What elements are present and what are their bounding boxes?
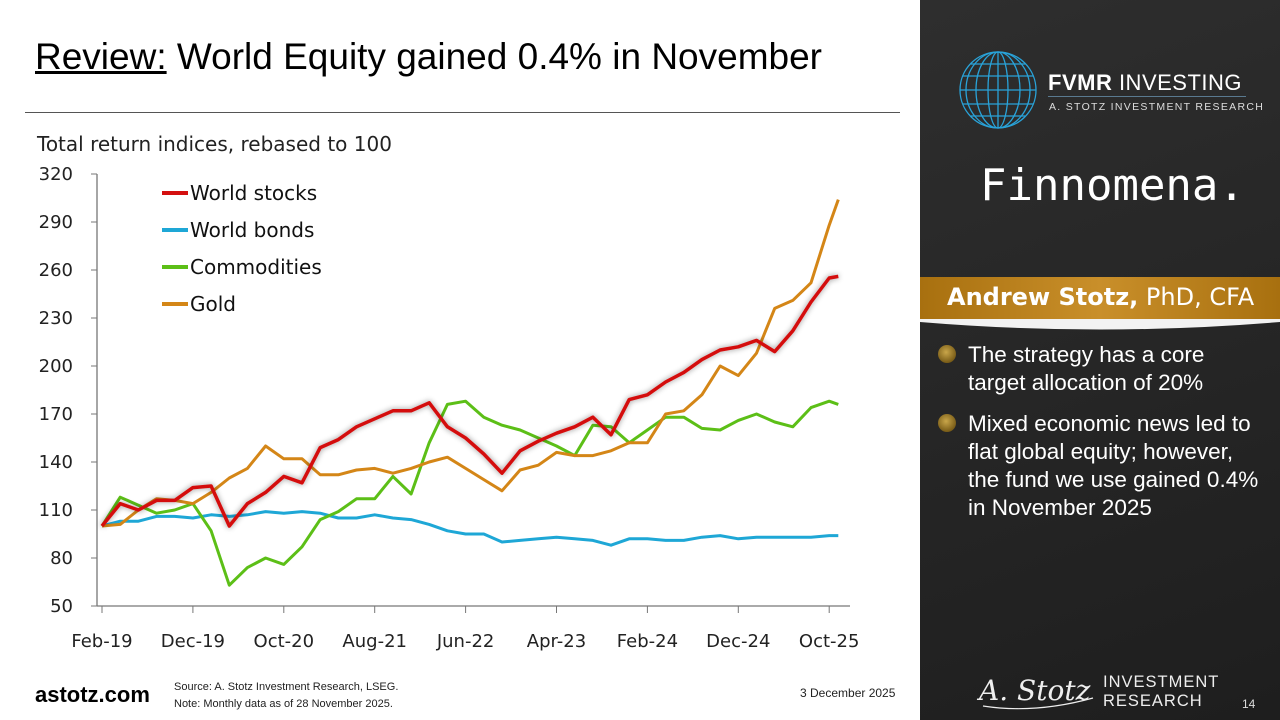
signature-logo: A. Stotz <box>976 674 1094 710</box>
bullet-text: The strategy has a core target allocatio… <box>968 342 1205 395</box>
data-note: Note: Monthly data as of 28 November 202… <box>174 698 393 710</box>
y-tick-label: 260 <box>39 260 73 281</box>
series-line-gold <box>101 199 840 528</box>
legend-label: Gold <box>190 292 236 316</box>
x-tick-label: Feb-19 <box>71 631 132 652</box>
x-tick-label: Jun-22 <box>436 631 495 652</box>
brand-subtitle: A. STOTZ INVESTMENT RESEARCH <box>1049 101 1265 113</box>
brand-divider <box>1048 96 1246 97</box>
y-tick-label: 320 <box>39 164 73 185</box>
x-tick-label: Aug-21 <box>342 631 407 652</box>
series-line-commodities <box>100 399 839 587</box>
chart-subtitle: Total return indices, rebased to 100 <box>37 132 392 156</box>
title-rest: World Equity gained 0.4% in November <box>166 36 822 77</box>
page-number: 14 <box>1242 697 1256 711</box>
globe-logo-icon <box>959 51 1037 129</box>
author-band <box>920 277 1280 319</box>
title-prefix: Review: <box>35 36 167 77</box>
y-tick-label: 80 <box>50 548 73 569</box>
series-line-world-bonds <box>101 510 839 547</box>
fvmr-brand: FVMR INVESTING <box>1048 70 1243 95</box>
y-tick-label: 290 <box>39 212 73 233</box>
slide-title: Review: World Equity gained 0.4% in Nove… <box>35 36 822 78</box>
bullet-globe-icon <box>938 414 956 432</box>
legend-label: World stocks <box>190 181 317 205</box>
x-tick-label: Dec-19 <box>161 631 225 652</box>
x-tick-label: Oct-20 <box>254 631 315 652</box>
investment-research-logo: INVESTMENT RESEARCH <box>1103 673 1220 710</box>
y-tick-label: 110 <box>39 500 73 521</box>
band-curve <box>920 319 1280 330</box>
line-chart: 50 80 110 140 170 200 230 260 290 320 Feb-19 Dec-19… <box>39 164 860 652</box>
title-divider <box>25 112 900 113</box>
right-panel <box>920 0 1280 720</box>
website-link[interactable]: astotz.com <box>35 682 150 707</box>
y-tick-label: 200 <box>39 356 73 377</box>
bullet-text: Mixed economic news led to flat global e… <box>968 411 1259 520</box>
signature-text: A. Stotz <box>976 674 1091 707</box>
legend-label: World bonds <box>190 218 314 242</box>
legend-label: Commodities <box>190 255 322 279</box>
y-tick-label: 140 <box>39 452 73 473</box>
x-tick-label: Apr-23 <box>527 631 586 652</box>
x-tick-label: Feb-24 <box>617 631 678 652</box>
y-tick-label: 170 <box>39 404 73 425</box>
finnomena-logo: Finnomena. <box>980 160 1245 211</box>
x-tick-label: Oct-25 <box>799 631 860 652</box>
y-tick-label: 230 <box>39 308 73 329</box>
y-tick-label: 50 <box>50 596 73 617</box>
x-tick-label: Dec-24 <box>706 631 770 652</box>
source-note: Source: A. Stotz Investment Research, LS… <box>174 681 399 693</box>
slide-date: 3 December 2025 <box>800 686 896 700</box>
author-name: Andrew Stotz, PhD, CFA <box>947 283 1255 311</box>
series-line-world-stocks <box>100 274 839 528</box>
bullet-globe-icon <box>938 345 956 363</box>
